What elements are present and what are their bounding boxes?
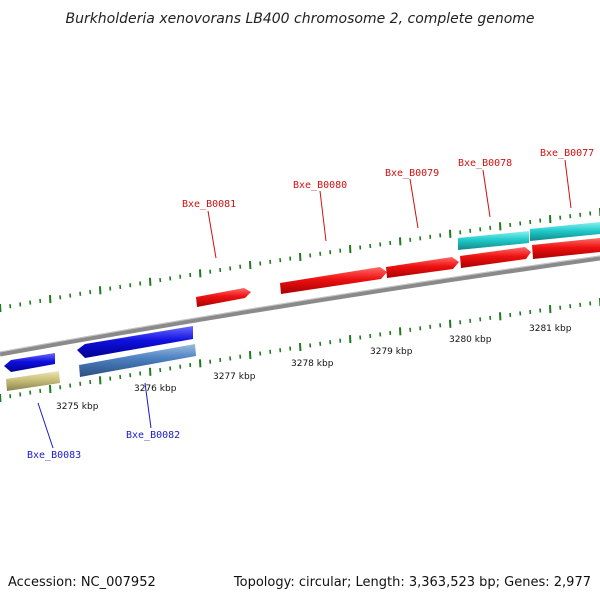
accession-text: Accession: NC_007952 xyxy=(8,575,156,590)
reverse-pseudo-feature[interactable] xyxy=(6,371,60,391)
tick-label: 3275 kbp xyxy=(56,402,99,412)
tick-label: 3280 kbp xyxy=(449,335,492,345)
genome-stats-text: Topology: circular; Length: 3,363,523 bp… xyxy=(233,575,591,590)
gene-bxe-b0078-feature[interactable] xyxy=(460,247,531,268)
gene-bxe-b0077-feature[interactable] xyxy=(532,238,600,259)
rna-feature-b0078[interactable] xyxy=(458,231,529,250)
gene-label-bxe-b0081[interactable]: Bxe_B0081 xyxy=(182,199,236,210)
gene-label-bxe-b0079[interactable]: Bxe_B0079 xyxy=(385,168,439,179)
tick-marks-upper xyxy=(0,208,600,313)
reverse-gene-labels xyxy=(37,382,152,449)
gene-label-bxe-b0078[interactable]: Bxe_B0078 xyxy=(458,158,512,169)
gene-bxe-b0079-feature[interactable] xyxy=(386,257,459,278)
gene-bxe-b0080-feature[interactable] xyxy=(280,267,387,294)
forward-strand-features xyxy=(196,222,600,307)
gene-label-bxe-b0083[interactable]: Bxe_B0083 xyxy=(27,450,81,461)
gene-bxe-b0081-feature[interactable] xyxy=(196,288,251,307)
reverse-strand-features xyxy=(4,326,196,391)
gene-label-bxe-b0080[interactable]: Bxe_B0080 xyxy=(293,180,347,191)
position-labels: 3275 kbp 3276 kbp 3277 kbp 3278 kbp 3279… xyxy=(56,324,572,412)
forward-gene-labels xyxy=(207,159,572,259)
gene-bxe-b0082-feature[interactable] xyxy=(77,326,193,358)
gene-bxe-b0083-feature[interactable] xyxy=(4,353,55,372)
tick-label: 3276 kbp xyxy=(134,384,177,394)
tick-label: 3281 kbp xyxy=(529,324,572,334)
gene-label-bxe-b0077[interactable]: Bxe_B0077 xyxy=(540,148,594,159)
map-title: Burkholderia xenovorans LB400 chromosome… xyxy=(65,11,534,27)
tick-label: 3278 kbp xyxy=(291,359,334,369)
tick-label: 3277 kbp xyxy=(213,372,256,382)
tick-label: 3279 kbp xyxy=(370,347,413,357)
tick-marks-lower xyxy=(0,298,600,403)
reverse-rna-feature[interactable] xyxy=(79,344,196,377)
rna-feature-b0077[interactable] xyxy=(530,222,600,241)
gene-label-bxe-b0082[interactable]: Bxe_B0082 xyxy=(126,430,180,441)
chromosome-backbone xyxy=(0,255,600,357)
